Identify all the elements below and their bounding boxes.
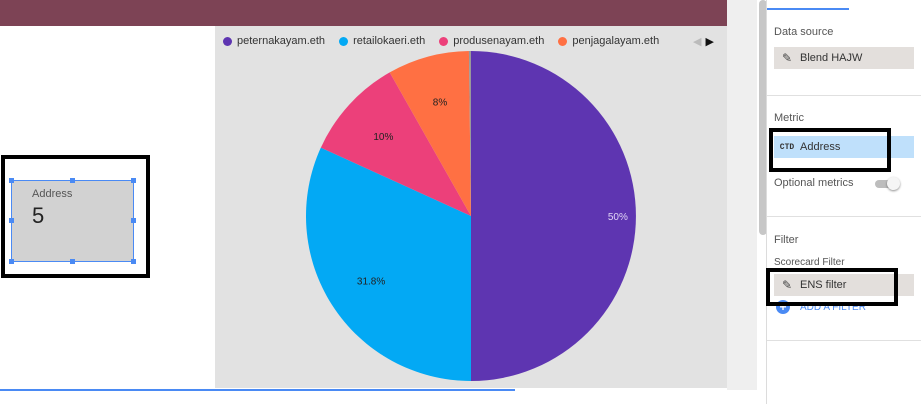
divider — [767, 95, 921, 96]
legend-swatch — [439, 36, 449, 46]
filter-title: Filter — [774, 234, 799, 246]
slice-data-label: 10% — [373, 132, 393, 143]
slice-data-label: 31.8% — [357, 276, 385, 287]
pie-slice[interactable] — [306, 147, 471, 381]
legend-prev-icon[interactable]: ◀ — [693, 36, 702, 48]
data-source-name: Blend HAJW — [800, 52, 863, 64]
chart-legend: peternakayam.eth retailokaeri.eth produs… — [223, 35, 673, 47]
legend-swatch — [558, 36, 568, 46]
pie-slice[interactable] — [468, 51, 471, 216]
pencil-icon[interactable]: ✎ — [781, 51, 793, 65]
scorecard-chart[interactable]: Address 5 — [11, 180, 134, 262]
legend-label: penjagalayam.eth — [572, 35, 660, 47]
scorecard-label: Address — [32, 188, 73, 200]
header-bar — [0, 0, 727, 26]
legend-item[interactable]: penjagalayam.eth — [558, 35, 659, 47]
slice-data-label: 50% — [608, 212, 628, 223]
divider — [767, 216, 921, 217]
canvas-gutter — [727, 0, 757, 390]
metric-name: Address — [800, 141, 841, 153]
resize-handle[interactable] — [70, 259, 75, 264]
scorecard-filter-subtitle: Scorecard Filter — [774, 257, 845, 268]
legend-next-icon[interactable]: ▶ — [705, 36, 714, 48]
legend-label: produsenayam.eth — [453, 35, 545, 47]
divider — [767, 340, 921, 341]
pencil-icon[interactable]: ✎ — [781, 278, 793, 292]
legend-label: retailokaeri.eth — [353, 35, 426, 47]
pie-slice[interactable] — [389, 51, 471, 216]
scorecard-highlight — [1, 155, 150, 278]
active-tab-indicator — [767, 8, 849, 10]
pie-chart[interactable]: peternakayam.eth retailokaeri.eth produs… — [215, 26, 727, 388]
filter-chip[interactable]: ✎ ENS filter — [774, 274, 914, 296]
metric-type-badge: CTD — [779, 142, 795, 152]
data-source-chip[interactable]: ✎ Blend HAJW — [774, 47, 914, 69]
legend-item[interactable]: retailokaeri.eth — [339, 35, 425, 47]
data-source-title: Data source — [774, 26, 834, 38]
scorecard-value: 5 — [32, 203, 45, 228]
resize-handle[interactable] — [131, 218, 136, 223]
pie-slice[interactable] — [471, 51, 636, 381]
legend-label: peternakayam.eth — [237, 35, 326, 47]
vertical-scrollbar[interactable] — [759, 0, 767, 235]
pie-slice[interactable] — [320, 72, 471, 216]
legend-swatch — [339, 36, 349, 46]
resize-handle[interactable] — [131, 259, 136, 264]
filter-name: ENS filter — [800, 279, 847, 291]
resize-handle[interactable] — [9, 218, 14, 223]
legend-pagination: ◀ ▶ — [693, 35, 714, 48]
legend-item[interactable]: produsenayam.eth — [439, 35, 544, 47]
metric-chip[interactable]: CTD Address — [774, 136, 914, 158]
filter-highlight — [766, 268, 898, 306]
optional-metrics-toggle[interactable] — [875, 177, 901, 190]
legend-swatch — [223, 36, 232, 46]
toggle-knob — [887, 177, 900, 190]
legend-item[interactable]: peternakayam.eth — [223, 35, 325, 47]
selection-edge — [0, 389, 515, 391]
slice-data-label: 8% — [433, 97, 448, 108]
add-filter-label: ADD A FILTER — [800, 301, 866, 313]
pie-svg: 50% 31.8% 10% 8% — [306, 51, 636, 381]
resize-handle[interactable] — [9, 259, 14, 264]
resize-handle[interactable] — [9, 178, 14, 183]
metric-title: Metric — [774, 112, 804, 124]
properties-panel: Data source ✎ Blend HAJW Metric CTD Addr… — [766, 0, 921, 404]
resize-handle[interactable] — [131, 178, 136, 183]
metric-highlight — [769, 128, 891, 172]
resize-handle[interactable] — [70, 178, 75, 183]
optional-metrics-label: Optional metrics — [774, 177, 854, 189]
